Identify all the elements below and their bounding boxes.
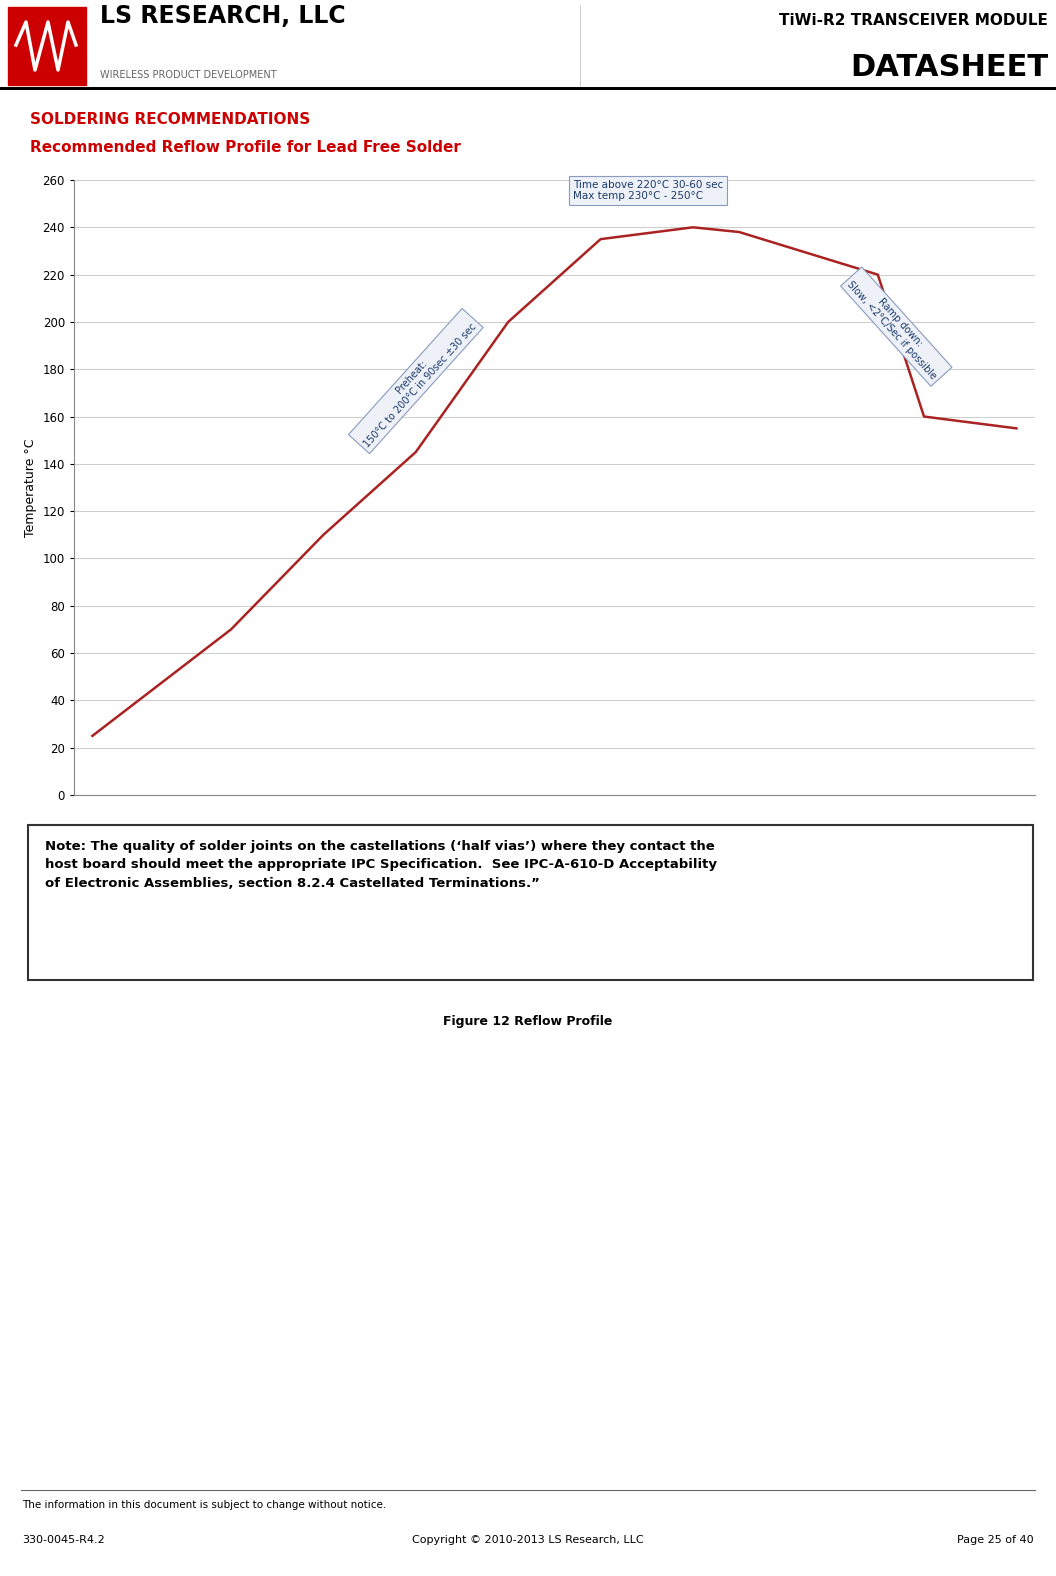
Text: Recommended Reflow Profile for Lead Free Solder: Recommended Reflow Profile for Lead Free… bbox=[30, 140, 460, 154]
Text: Time above 220°C 30-60 sec
Max temp 230°C - 250°C: Time above 220°C 30-60 sec Max temp 230°… bbox=[572, 180, 723, 202]
FancyBboxPatch shape bbox=[29, 824, 1033, 980]
Text: TiWi-R2 TRANSCEIVER MODULE: TiWi-R2 TRANSCEIVER MODULE bbox=[779, 13, 1048, 28]
Text: Page 25 of 40: Page 25 of 40 bbox=[958, 1535, 1034, 1544]
Text: Preheat:
150°C to 200°C in 90sec ±30 sec: Preheat: 150°C to 200°C in 90sec ±30 sec bbox=[354, 314, 478, 449]
Text: The information in this document is subject to change without notice.: The information in this document is subj… bbox=[22, 1500, 386, 1510]
Text: LS RESEARCH, LLC: LS RESEARCH, LLC bbox=[100, 5, 345, 28]
Bar bbox=[8, 6, 86, 85]
Text: DATASHEET: DATASHEET bbox=[850, 54, 1048, 82]
Text: Figure 12 Reflow Profile: Figure 12 Reflow Profile bbox=[444, 1015, 612, 1028]
Y-axis label: Temperature °C: Temperature °C bbox=[24, 438, 37, 537]
Text: Ramp down:
Slow, <2°C/Sec if possible: Ramp down: Slow, <2°C/Sec if possible bbox=[846, 271, 947, 381]
Text: Note: The quality of solder joints on the castellations (‘half vias’) where they: Note: The quality of solder joints on th… bbox=[44, 840, 717, 890]
Text: 330-0045-R4.2: 330-0045-R4.2 bbox=[22, 1535, 105, 1544]
Text: Copyright © 2010-2013 LS Research, LLC: Copyright © 2010-2013 LS Research, LLC bbox=[412, 1535, 644, 1544]
Text: WIRELESS PRODUCT DEVELOPMENT: WIRELESS PRODUCT DEVELOPMENT bbox=[100, 69, 277, 80]
Text: SOLDERING RECOMMENDATIONS: SOLDERING RECOMMENDATIONS bbox=[30, 112, 310, 128]
